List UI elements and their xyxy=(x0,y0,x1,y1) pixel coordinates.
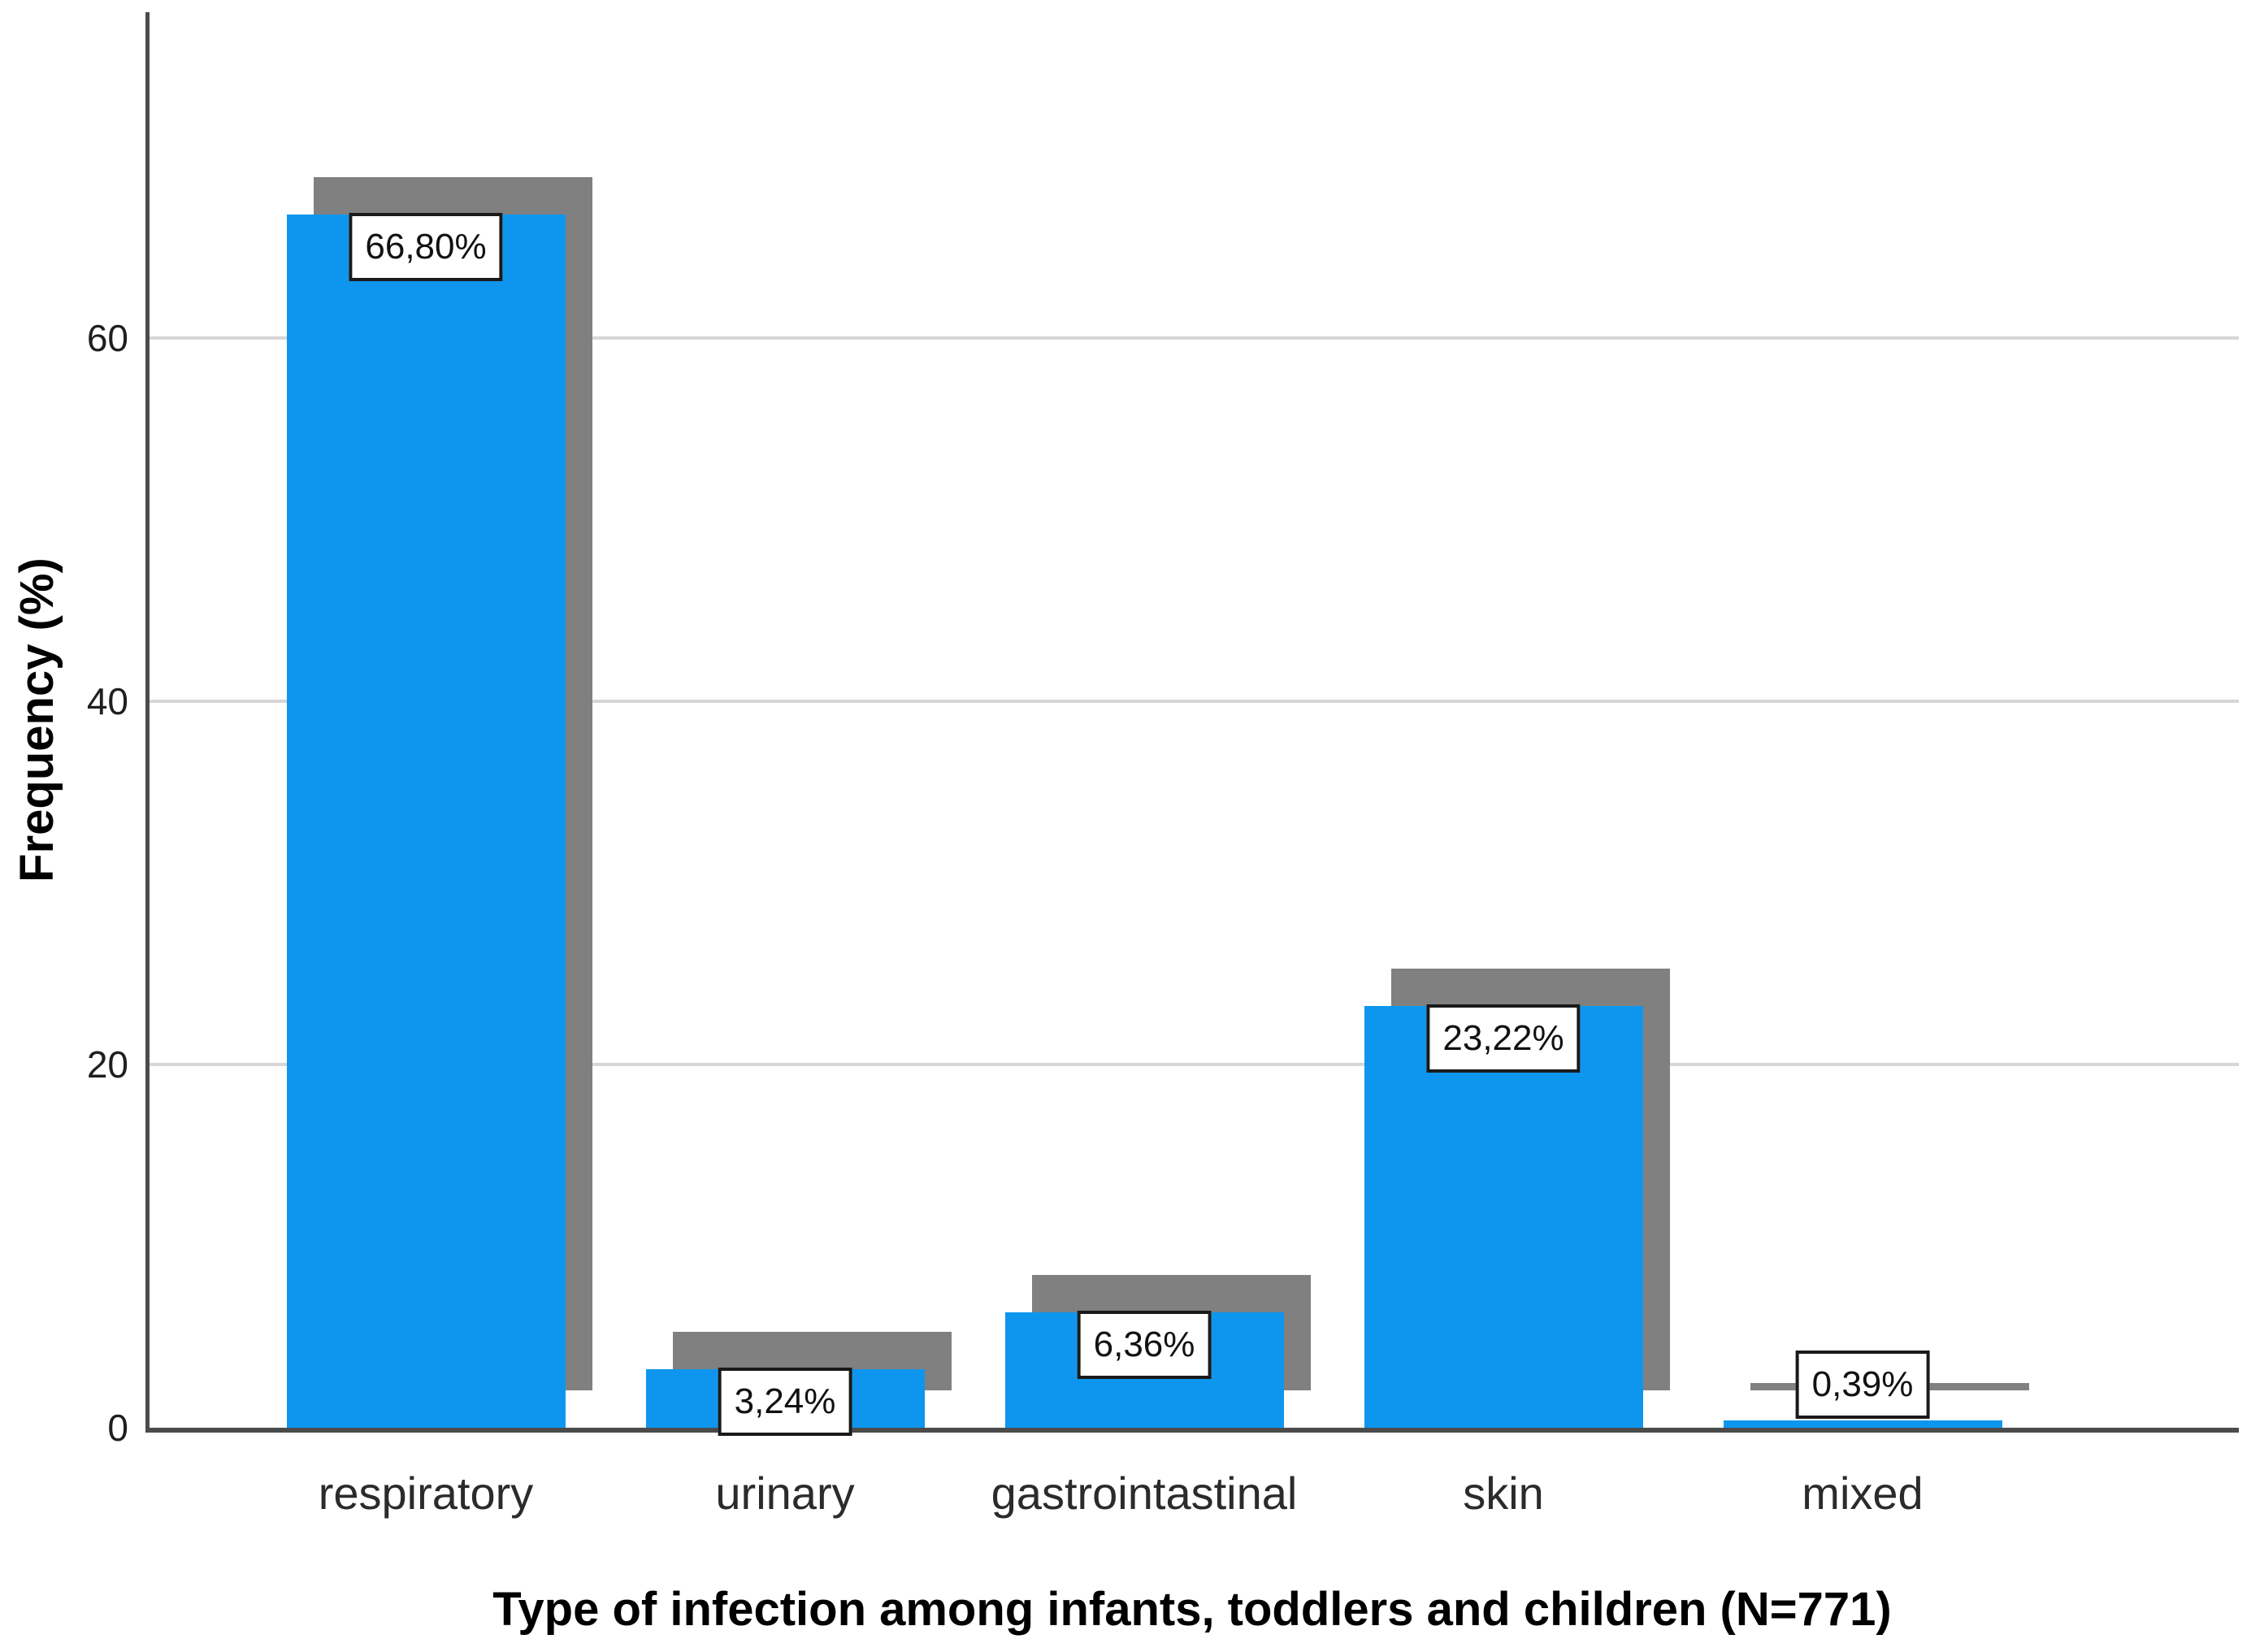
x-axis-line xyxy=(145,1428,2239,1433)
category-label-urinary: urinary xyxy=(715,1468,855,1519)
gridline xyxy=(145,336,2239,340)
y-axis-line xyxy=(145,12,150,1433)
category-label-respiratory: respiratory xyxy=(318,1468,534,1519)
gridline xyxy=(145,1063,2239,1066)
category-label-gastrointastinal: gastrointastinal xyxy=(991,1468,1298,1519)
x-axis-title: Type of infection among infants, toddler… xyxy=(492,1583,1892,1636)
bar-mixed xyxy=(1723,1420,2002,1428)
category-label-mixed: mixed xyxy=(1802,1468,1924,1519)
value-label: 66,80% xyxy=(349,213,503,282)
bar-respiratory xyxy=(286,215,566,1428)
value-label: 3,24% xyxy=(718,1367,852,1436)
y-tick-label: 40 xyxy=(86,680,128,722)
y-tick-label: 0 xyxy=(107,1407,128,1449)
y-axis-title: Frequency (%) xyxy=(11,557,63,882)
bar-skin xyxy=(1364,1006,1643,1428)
value-label: 0,39% xyxy=(1795,1351,1930,1420)
category-label-skin: skin xyxy=(1463,1468,1544,1519)
y-tick-label: 20 xyxy=(86,1043,128,1086)
gridline xyxy=(145,700,2239,703)
value-label: 23,22% xyxy=(1426,1004,1581,1073)
value-label: 6,36% xyxy=(1077,1310,1212,1379)
y-tick-label: 60 xyxy=(86,317,128,359)
